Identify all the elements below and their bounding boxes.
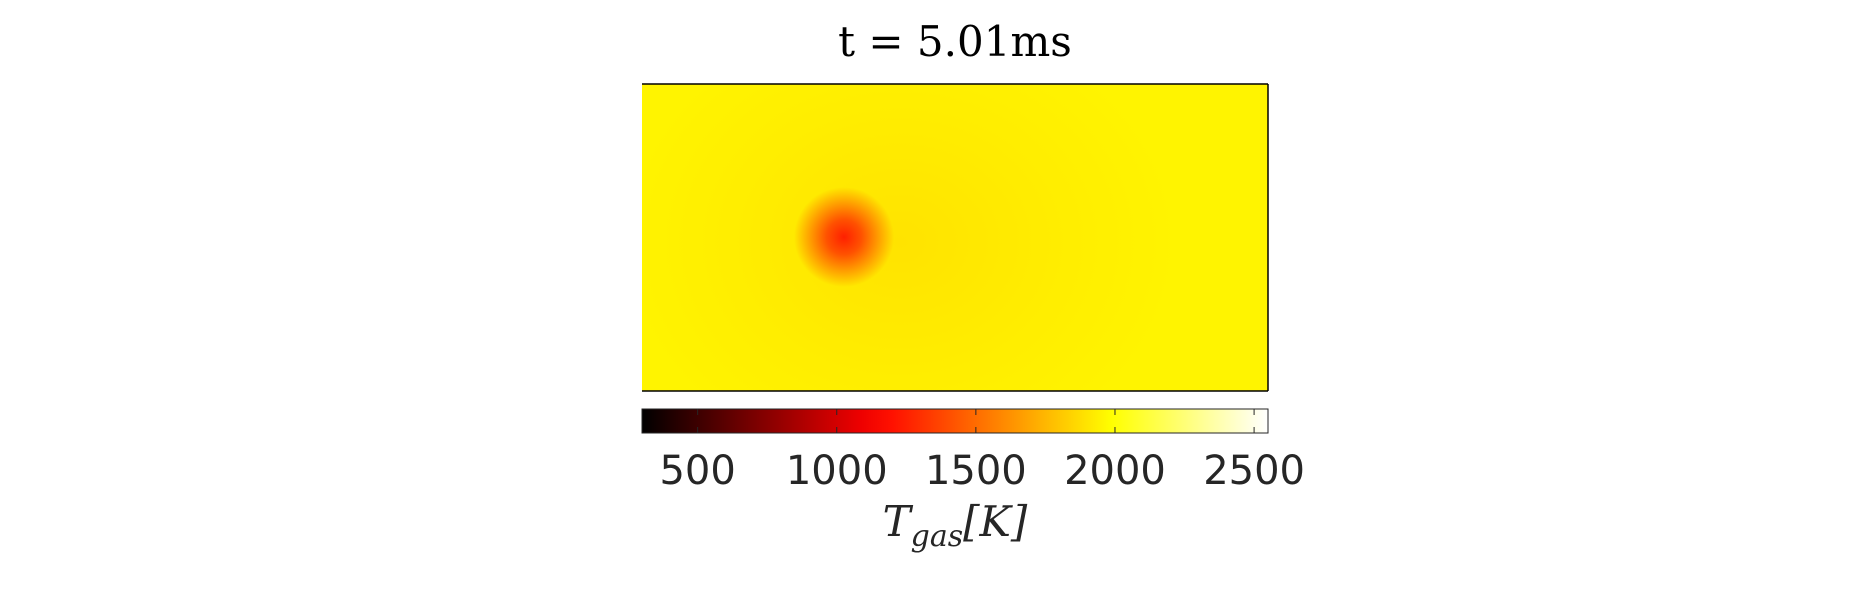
- colorbar-tick-label: 1000: [786, 448, 888, 494]
- colorbar-ticks: 500 1000 1500 2000 2500: [659, 409, 1305, 494]
- plot-title: t = 5.01ms: [838, 17, 1072, 66]
- colorbar-label: Tgas[K]: [883, 497, 1028, 554]
- colorbar-tick-label: 2500: [1203, 448, 1305, 494]
- colorbar-tick-label: 1500: [925, 448, 1027, 494]
- heatmap-panel: [642, 84, 1268, 391]
- colorbar-label-subscript: gas: [911, 519, 964, 554]
- colorbar-tick-label: 500: [659, 448, 735, 494]
- heatmap-hotspot: [794, 187, 894, 287]
- colorbar: [641, 408, 1269, 434]
- colorbar-tick-label: 2000: [1064, 448, 1166, 494]
- heatmap-halo: [642, 84, 1180, 391]
- colorbar-label-unit: [K]: [963, 497, 1028, 546]
- colorbar-label-symbol: T: [883, 497, 914, 546]
